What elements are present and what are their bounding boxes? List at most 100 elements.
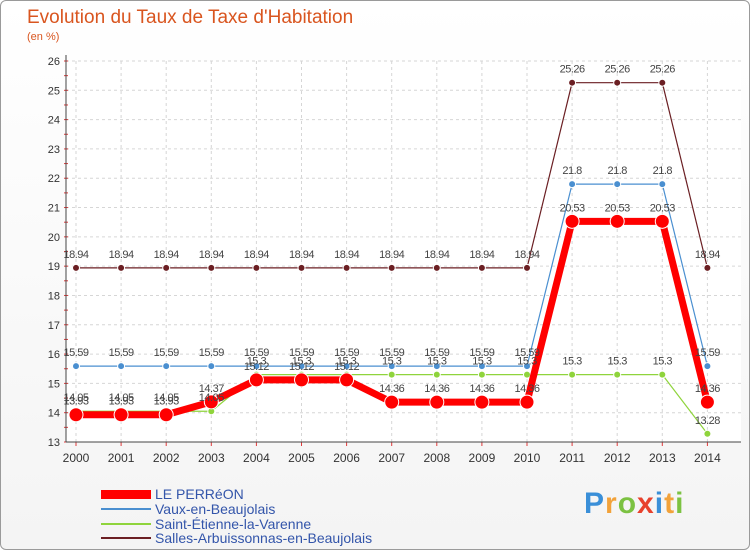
data-point-vaux bbox=[568, 180, 577, 189]
data-label-vaux: 15.59 bbox=[109, 347, 134, 359]
data-label-salles: 18.94 bbox=[424, 249, 449, 261]
data-label-le-perreon: 13.93 bbox=[63, 396, 88, 408]
y-tick-label: 22 bbox=[48, 173, 60, 185]
data-label-le-perreon: 15.12 bbox=[244, 361, 269, 373]
data-label-vaux: 15.59 bbox=[424, 347, 449, 359]
data-point-vaux bbox=[703, 362, 712, 371]
data-point-vaux bbox=[342, 362, 351, 371]
data-point-salles bbox=[342, 263, 351, 272]
legend-label: LE PERRéON bbox=[155, 486, 244, 502]
data-label-saint-etienne: 15.3 bbox=[427, 356, 447, 368]
legend-item-vaux: Vaux-en-Beaujolais bbox=[101, 501, 276, 517]
data-point-le-perreon bbox=[68, 407, 84, 423]
data-point-le-perreon bbox=[158, 407, 174, 423]
data-label-salles: 18.94 bbox=[695, 249, 720, 261]
y-tick-label: 23 bbox=[48, 144, 60, 156]
data-label-salles: 18.94 bbox=[334, 249, 359, 261]
data-point-vaux bbox=[162, 362, 171, 371]
y-tick-label: 24 bbox=[48, 115, 60, 127]
legend-label: Salles-Arbuissonnas-en-Beaujolais bbox=[155, 530, 373, 546]
logo-letter: t bbox=[664, 487, 676, 520]
data-label-vaux: 15.59 bbox=[289, 347, 314, 359]
logo-letter: i bbox=[654, 487, 665, 520]
x-tick-label: 2012 bbox=[604, 451, 631, 465]
data-label-le-perreon: 14.36 bbox=[469, 383, 494, 395]
data-point-le-perreon bbox=[519, 394, 535, 410]
data-label-saint-etienne: 14.05 bbox=[199, 392, 224, 404]
data-point-le-perreon bbox=[248, 372, 264, 388]
data-label-le-perreon: 14.36 bbox=[695, 383, 720, 395]
logo-letter: i bbox=[675, 487, 685, 520]
legend-label: Vaux-en-Beaujolais bbox=[155, 501, 276, 517]
logo-letter: o bbox=[617, 487, 638, 520]
data-label-salles: 25.26 bbox=[650, 64, 675, 76]
legend-swatch bbox=[101, 537, 151, 539]
data-point-vaux bbox=[72, 362, 80, 371]
x-tick-label: 2009 bbox=[469, 451, 496, 465]
data-point-saint-etienne bbox=[432, 370, 441, 379]
chart-title: Evolution du Taux de Taxe d'Habitation bbox=[27, 7, 354, 28]
data-point-salles bbox=[72, 263, 80, 272]
legend-item-saint-etienne: Saint-Étienne-la-Varenne bbox=[101, 516, 311, 532]
x-tick-label: 2007 bbox=[378, 451, 405, 465]
data-label-vaux: 15.59 bbox=[63, 347, 88, 359]
data-point-saint-etienne bbox=[658, 370, 667, 379]
data-point-le-perreon bbox=[609, 213, 625, 229]
data-label-saint-etienne: 15.3 bbox=[653, 356, 673, 368]
proxiti-logo: Proxiti bbox=[584, 487, 684, 521]
data-label-vaux: 21.8 bbox=[562, 165, 582, 177]
data-label-salles: 25.26 bbox=[560, 64, 585, 76]
data-label-le-perreon: 14.37 bbox=[199, 383, 224, 395]
data-label-le-perreon: 20.53 bbox=[605, 202, 630, 214]
x-tick-label: 2014 bbox=[694, 451, 721, 465]
data-label-saint-etienne: 15.3 bbox=[562, 356, 582, 368]
data-label-saint-etienne: 15.3 bbox=[382, 356, 402, 368]
data-label-le-perreon: 20.53 bbox=[560, 202, 585, 214]
data-label-salles: 18.94 bbox=[154, 249, 179, 261]
data-label-salles: 25.26 bbox=[605, 64, 630, 76]
data-point-saint-etienne bbox=[387, 370, 396, 379]
logo-letter: P bbox=[584, 487, 606, 520]
data-point-salles bbox=[252, 263, 261, 272]
data-label-vaux: 15.59 bbox=[154, 347, 179, 359]
data-point-le-perreon bbox=[564, 213, 580, 229]
data-point-le-perreon bbox=[699, 394, 715, 410]
data-point-vaux bbox=[477, 362, 486, 371]
data-label-saint-etienne: 13.28 bbox=[695, 415, 720, 427]
data-point-le-perreon bbox=[384, 394, 400, 410]
y-tick-label: 16 bbox=[48, 349, 60, 361]
data-point-salles bbox=[207, 263, 216, 272]
y-tick-label: 18 bbox=[48, 290, 60, 302]
data-point-saint-etienne bbox=[568, 370, 577, 379]
data-point-salles bbox=[568, 78, 577, 87]
data-point-salles bbox=[658, 78, 667, 87]
data-label-le-perreon: 13.93 bbox=[154, 396, 179, 408]
data-point-salles bbox=[162, 263, 171, 272]
x-tick-label: 2004 bbox=[243, 451, 270, 465]
data-point-vaux bbox=[523, 362, 531, 371]
legend-swatch bbox=[101, 523, 151, 525]
data-label-vaux: 21.8 bbox=[653, 165, 673, 177]
x-tick-label: 2013 bbox=[649, 451, 676, 465]
y-tick-label: 15 bbox=[48, 378, 60, 390]
legend-swatch bbox=[101, 508, 151, 510]
data-label-saint-etienne: 15.3 bbox=[517, 356, 537, 368]
logo-letter: r bbox=[605, 487, 618, 520]
data-point-vaux bbox=[207, 362, 216, 371]
data-label-saint-etienne: 14.05 bbox=[154, 392, 179, 404]
x-tick-label: 2005 bbox=[288, 451, 315, 465]
x-tick-label: 2000 bbox=[63, 451, 90, 465]
data-label-saint-etienne: 15.3 bbox=[292, 356, 312, 368]
y-tick-label: 13 bbox=[48, 437, 60, 449]
data-label-le-perreon: 14.36 bbox=[514, 383, 539, 395]
data-point-vaux bbox=[117, 362, 126, 371]
data-point-saint-etienne bbox=[523, 370, 531, 379]
data-label-le-perreon: 14.36 bbox=[424, 383, 449, 395]
data-point-salles bbox=[297, 263, 306, 272]
data-label-salles: 18.94 bbox=[514, 249, 539, 261]
data-label-salles: 18.94 bbox=[469, 249, 494, 261]
data-label-salles: 18.94 bbox=[199, 249, 224, 261]
x-tick-label: 2006 bbox=[333, 451, 360, 465]
data-point-saint-etienne bbox=[477, 370, 486, 379]
data-point-le-perreon bbox=[339, 372, 355, 388]
